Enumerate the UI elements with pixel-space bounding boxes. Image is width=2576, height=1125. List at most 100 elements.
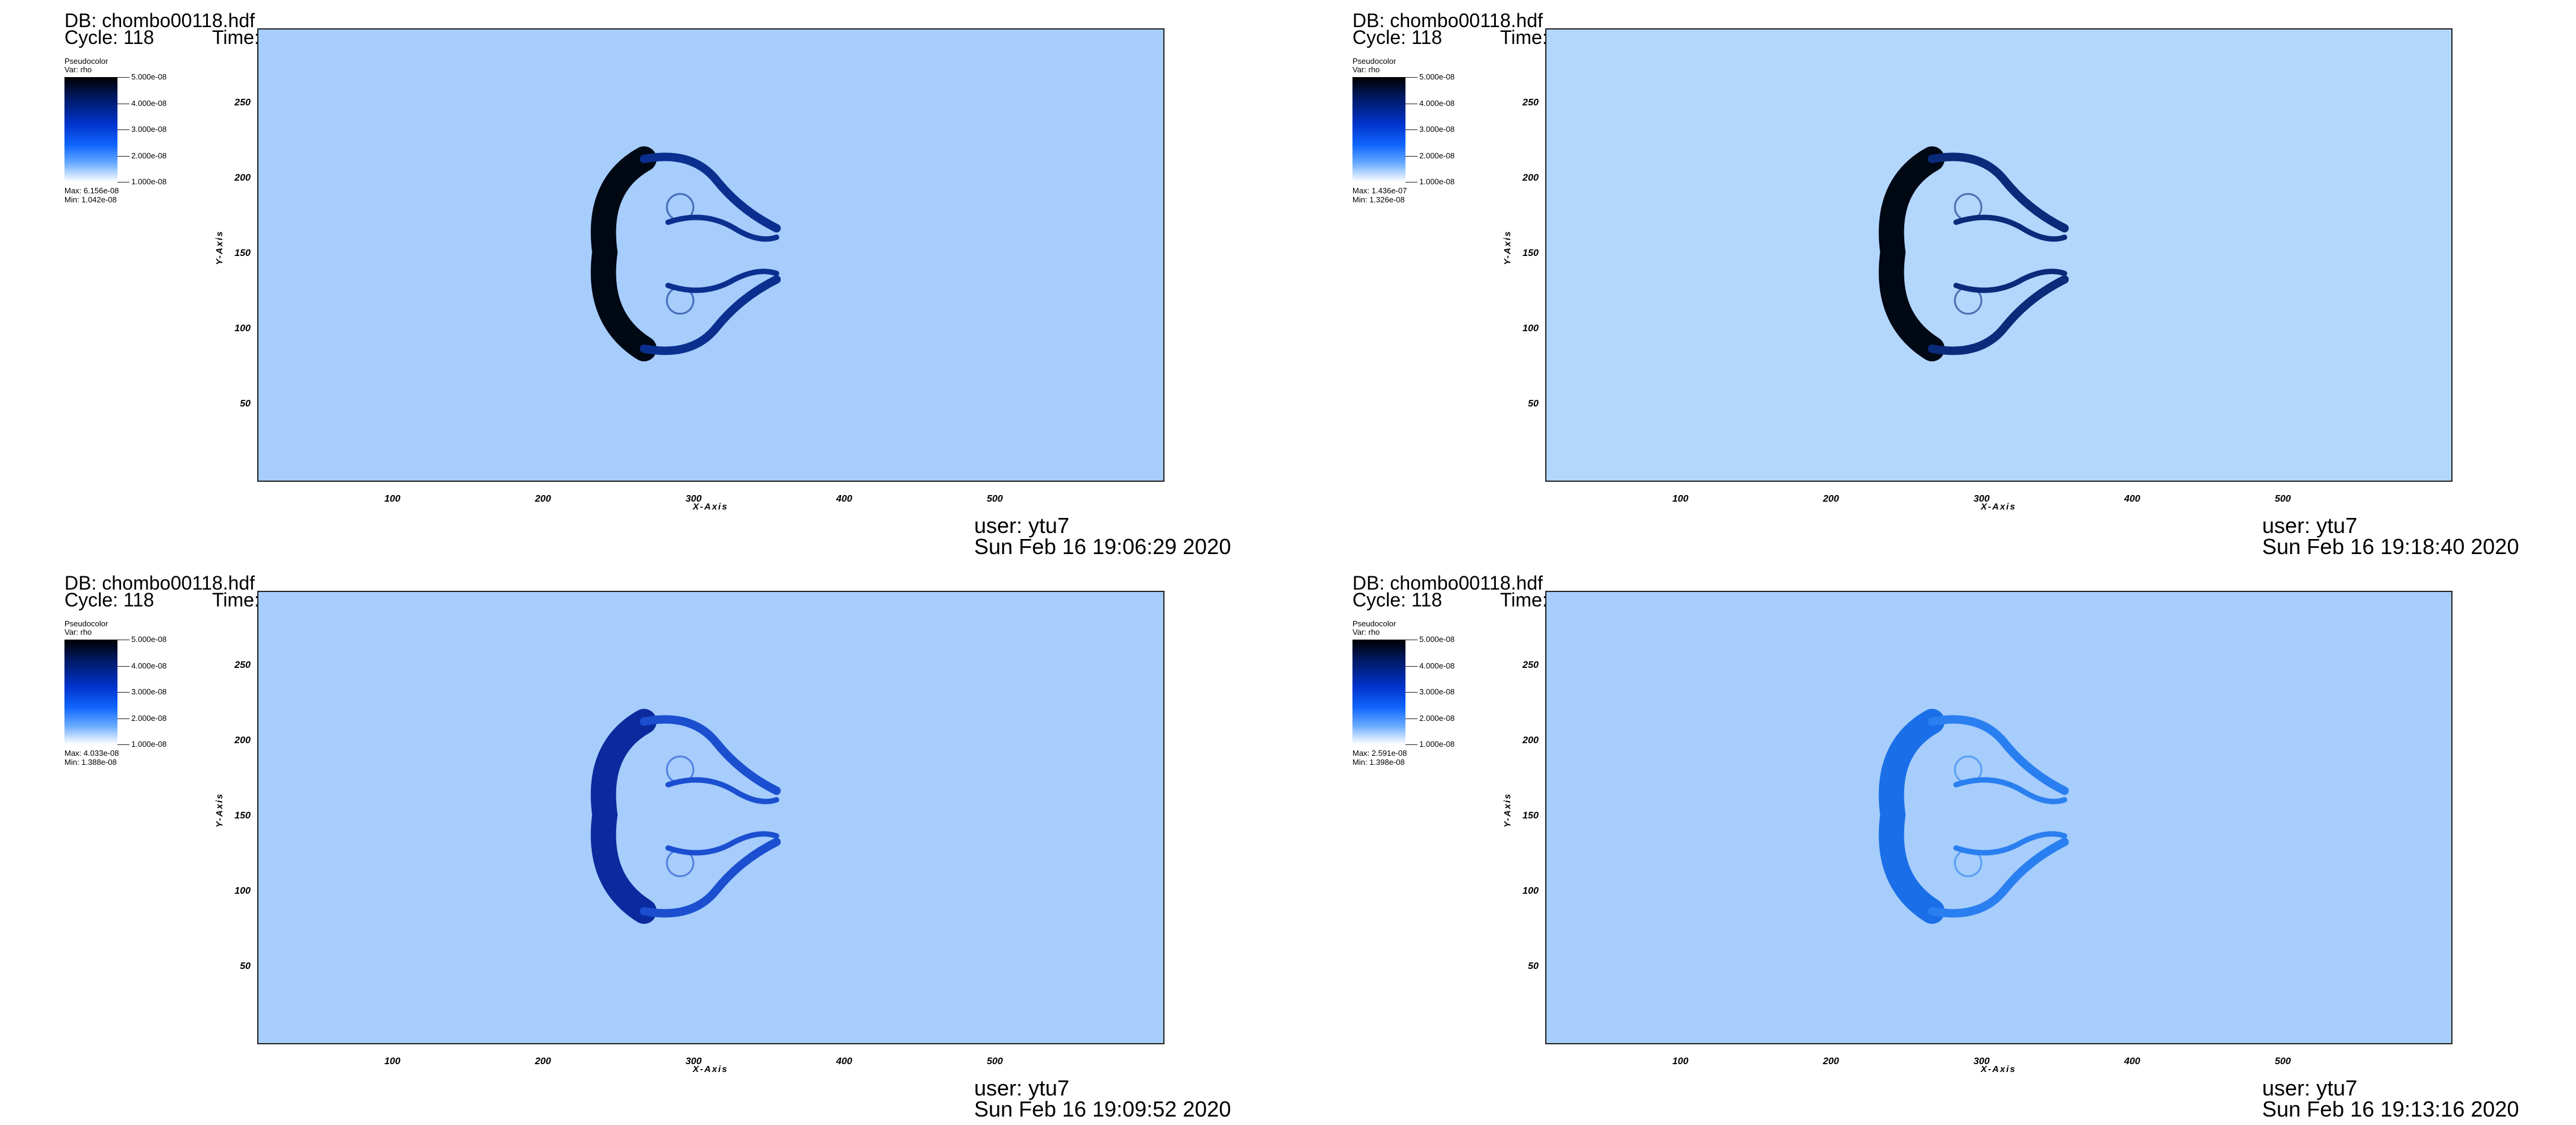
legend-variable: Var: rho [1352, 628, 1380, 637]
colorbar-tick-label: 1.000e-08 [1419, 740, 1455, 749]
y-tick-label: 150 [234, 248, 251, 258]
colorbar-tick-label: 2.000e-08 [1419, 713, 1455, 723]
y-tick-label: 50 [1528, 961, 1539, 971]
legend-title: Pseudocolor [1352, 619, 1396, 628]
legend-title: Pseudocolor [64, 57, 108, 66]
colorbar-tick-label: 4.000e-08 [131, 661, 167, 670]
density-field [258, 592, 1163, 1043]
cycle-label: Cycle: 118 [64, 26, 154, 48]
user-label: user: ytu7 [974, 1076, 1070, 1100]
y-axis-label: Y-Axis [214, 230, 225, 265]
user-label: user: ytu7 [974, 513, 1070, 538]
colorbar-tick-label: 3.000e-08 [131, 125, 167, 134]
x-axis-label: X-Axis [1981, 502, 2016, 512]
x-tick-label: 300 [1974, 494, 1990, 504]
y-tick-label: 200 [1522, 173, 1539, 183]
colorbar [1352, 77, 1405, 182]
x-tick-label: 400 [836, 1056, 852, 1067]
y-tick-label: 200 [234, 735, 251, 746]
legend-min: Min: 1.398e-08 [1352, 758, 1405, 767]
database-label: DB: chombo00118.hdf [1352, 10, 1543, 31]
colorbar-tick [117, 718, 130, 719]
colorbar-tick [117, 744, 130, 745]
legend-variable: Var: rho [64, 628, 92, 637]
colorbar-tick-label: 5.000e-08 [131, 72, 167, 81]
colorbar-tick [1405, 744, 1418, 745]
y-tick-label: 250 [234, 660, 251, 670]
timestamp-label: Sun Feb 16 19:06:29 2020 [974, 534, 1231, 559]
x-tick-label: 100 [1672, 494, 1689, 504]
x-tick-label: 400 [2124, 1056, 2140, 1067]
legend-variable: Var: rho [1352, 65, 1380, 74]
x-tick-label: 400 [836, 494, 852, 504]
colorbar-tick-label: 1.000e-08 [131, 177, 167, 186]
colorbar-tick-label: 5.000e-08 [131, 635, 167, 644]
x-axis-label: X-Axis [1981, 1064, 2016, 1074]
legend-min: Min: 1.388e-08 [64, 758, 117, 767]
x-tick-label: 300 [1974, 1056, 1990, 1067]
database-label: DB: chombo00118.hdf [64, 572, 255, 594]
x-tick-label: 100 [1672, 1056, 1689, 1067]
y-tick-label: 250 [1522, 660, 1539, 670]
colorbar [64, 77, 117, 182]
legend-variable: Var: rho [64, 65, 92, 74]
database-label: DB: chombo00118.hdf [64, 10, 255, 31]
timestamp-label: Sun Feb 16 19:09:52 2020 [974, 1097, 1231, 1121]
timestamp-label: Sun Feb 16 19:13:16 2020 [2262, 1097, 2519, 1121]
x-tick-label: 200 [535, 1056, 551, 1067]
colorbar-tick-label: 4.000e-08 [1419, 98, 1455, 108]
y-tick-label: 200 [1522, 735, 1539, 746]
x-tick-label: 400 [2124, 494, 2140, 504]
cycle-label: Cycle: 118 [1352, 589, 1442, 611]
colorbar-tick [1405, 77, 1418, 78]
colorbar-tick-label: 5.000e-08 [1419, 635, 1455, 644]
y-axis-label: Y-Axis [1502, 230, 1513, 265]
user-label: user: ytu7 [2262, 1076, 2358, 1100]
colorbar-tick [1405, 155, 1418, 157]
x-tick-label: 200 [1823, 1056, 1839, 1067]
colorbar-tick-label: 5.000e-08 [1419, 72, 1455, 81]
x-axis-label: X-Axis [693, 502, 728, 512]
colorbar-tick [117, 692, 130, 693]
cycle-label: Cycle: 118 [64, 589, 154, 611]
colorbar-tick [117, 665, 130, 667]
y-tick-label: 100 [1522, 886, 1539, 896]
legend-max: Max: 2.591e-08 [1352, 749, 1407, 758]
density-field [258, 30, 1163, 481]
x-tick-label: 200 [535, 494, 551, 504]
legend-max: Max: 6.156e-08 [64, 186, 119, 195]
colorbar-tick [117, 77, 130, 78]
y-tick-label: 200 [234, 173, 251, 183]
colorbar-tick-label: 2.000e-08 [1419, 151, 1455, 160]
x-axis-label: X-Axis [693, 1064, 728, 1074]
y-axis-label: Y-Axis [1502, 793, 1513, 827]
legend-title: Pseudocolor [64, 619, 108, 628]
colorbar-tick [1405, 129, 1418, 130]
colorbar-tick-label: 1.000e-08 [131, 740, 167, 749]
x-tick-label: 500 [987, 1056, 1003, 1067]
colorbar-tick-label: 3.000e-08 [1419, 125, 1455, 134]
colorbar-tick-label: 2.000e-08 [131, 151, 167, 160]
density-plot [257, 28, 1165, 482]
y-tick-label: 50 [240, 961, 251, 971]
density-field [1546, 592, 2451, 1043]
colorbar-tick [1405, 665, 1418, 667]
y-tick-label: 150 [1522, 248, 1539, 258]
user-label: user: ytu7 [2262, 513, 2358, 538]
x-tick-label: 100 [384, 494, 401, 504]
y-tick-label: 250 [1522, 98, 1539, 108]
legend-max: Max: 4.033e-08 [64, 749, 119, 758]
y-axis-label: Y-Axis [214, 793, 225, 827]
cycle-label: Cycle: 118 [1352, 26, 1442, 48]
y-tick-label: 50 [1528, 399, 1539, 409]
colorbar [64, 640, 117, 744]
colorbar-tick [117, 155, 130, 157]
y-tick-label: 100 [1522, 323, 1539, 334]
x-tick-label: 100 [384, 1056, 401, 1067]
y-tick-label: 250 [234, 98, 251, 108]
colorbar-tick-label: 3.000e-08 [131, 687, 167, 696]
